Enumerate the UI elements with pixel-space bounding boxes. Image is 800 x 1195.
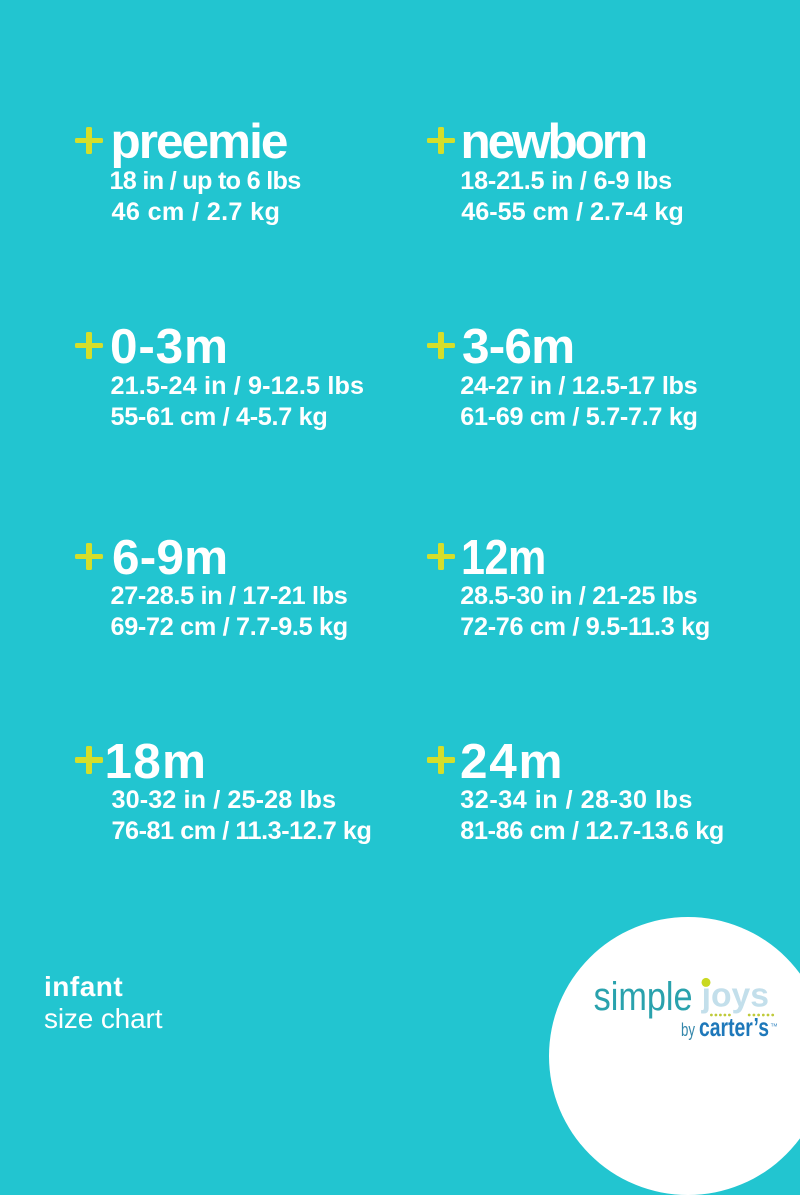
svg-text:joys: joys [701, 977, 769, 1015]
svg-text:carter’s: carter’s [699, 1012, 769, 1042]
svg-text:by: by [681, 1020, 695, 1040]
svg-text:TM: TM [771, 1023, 778, 1028]
svg-text:simple: simple [594, 975, 693, 1019]
